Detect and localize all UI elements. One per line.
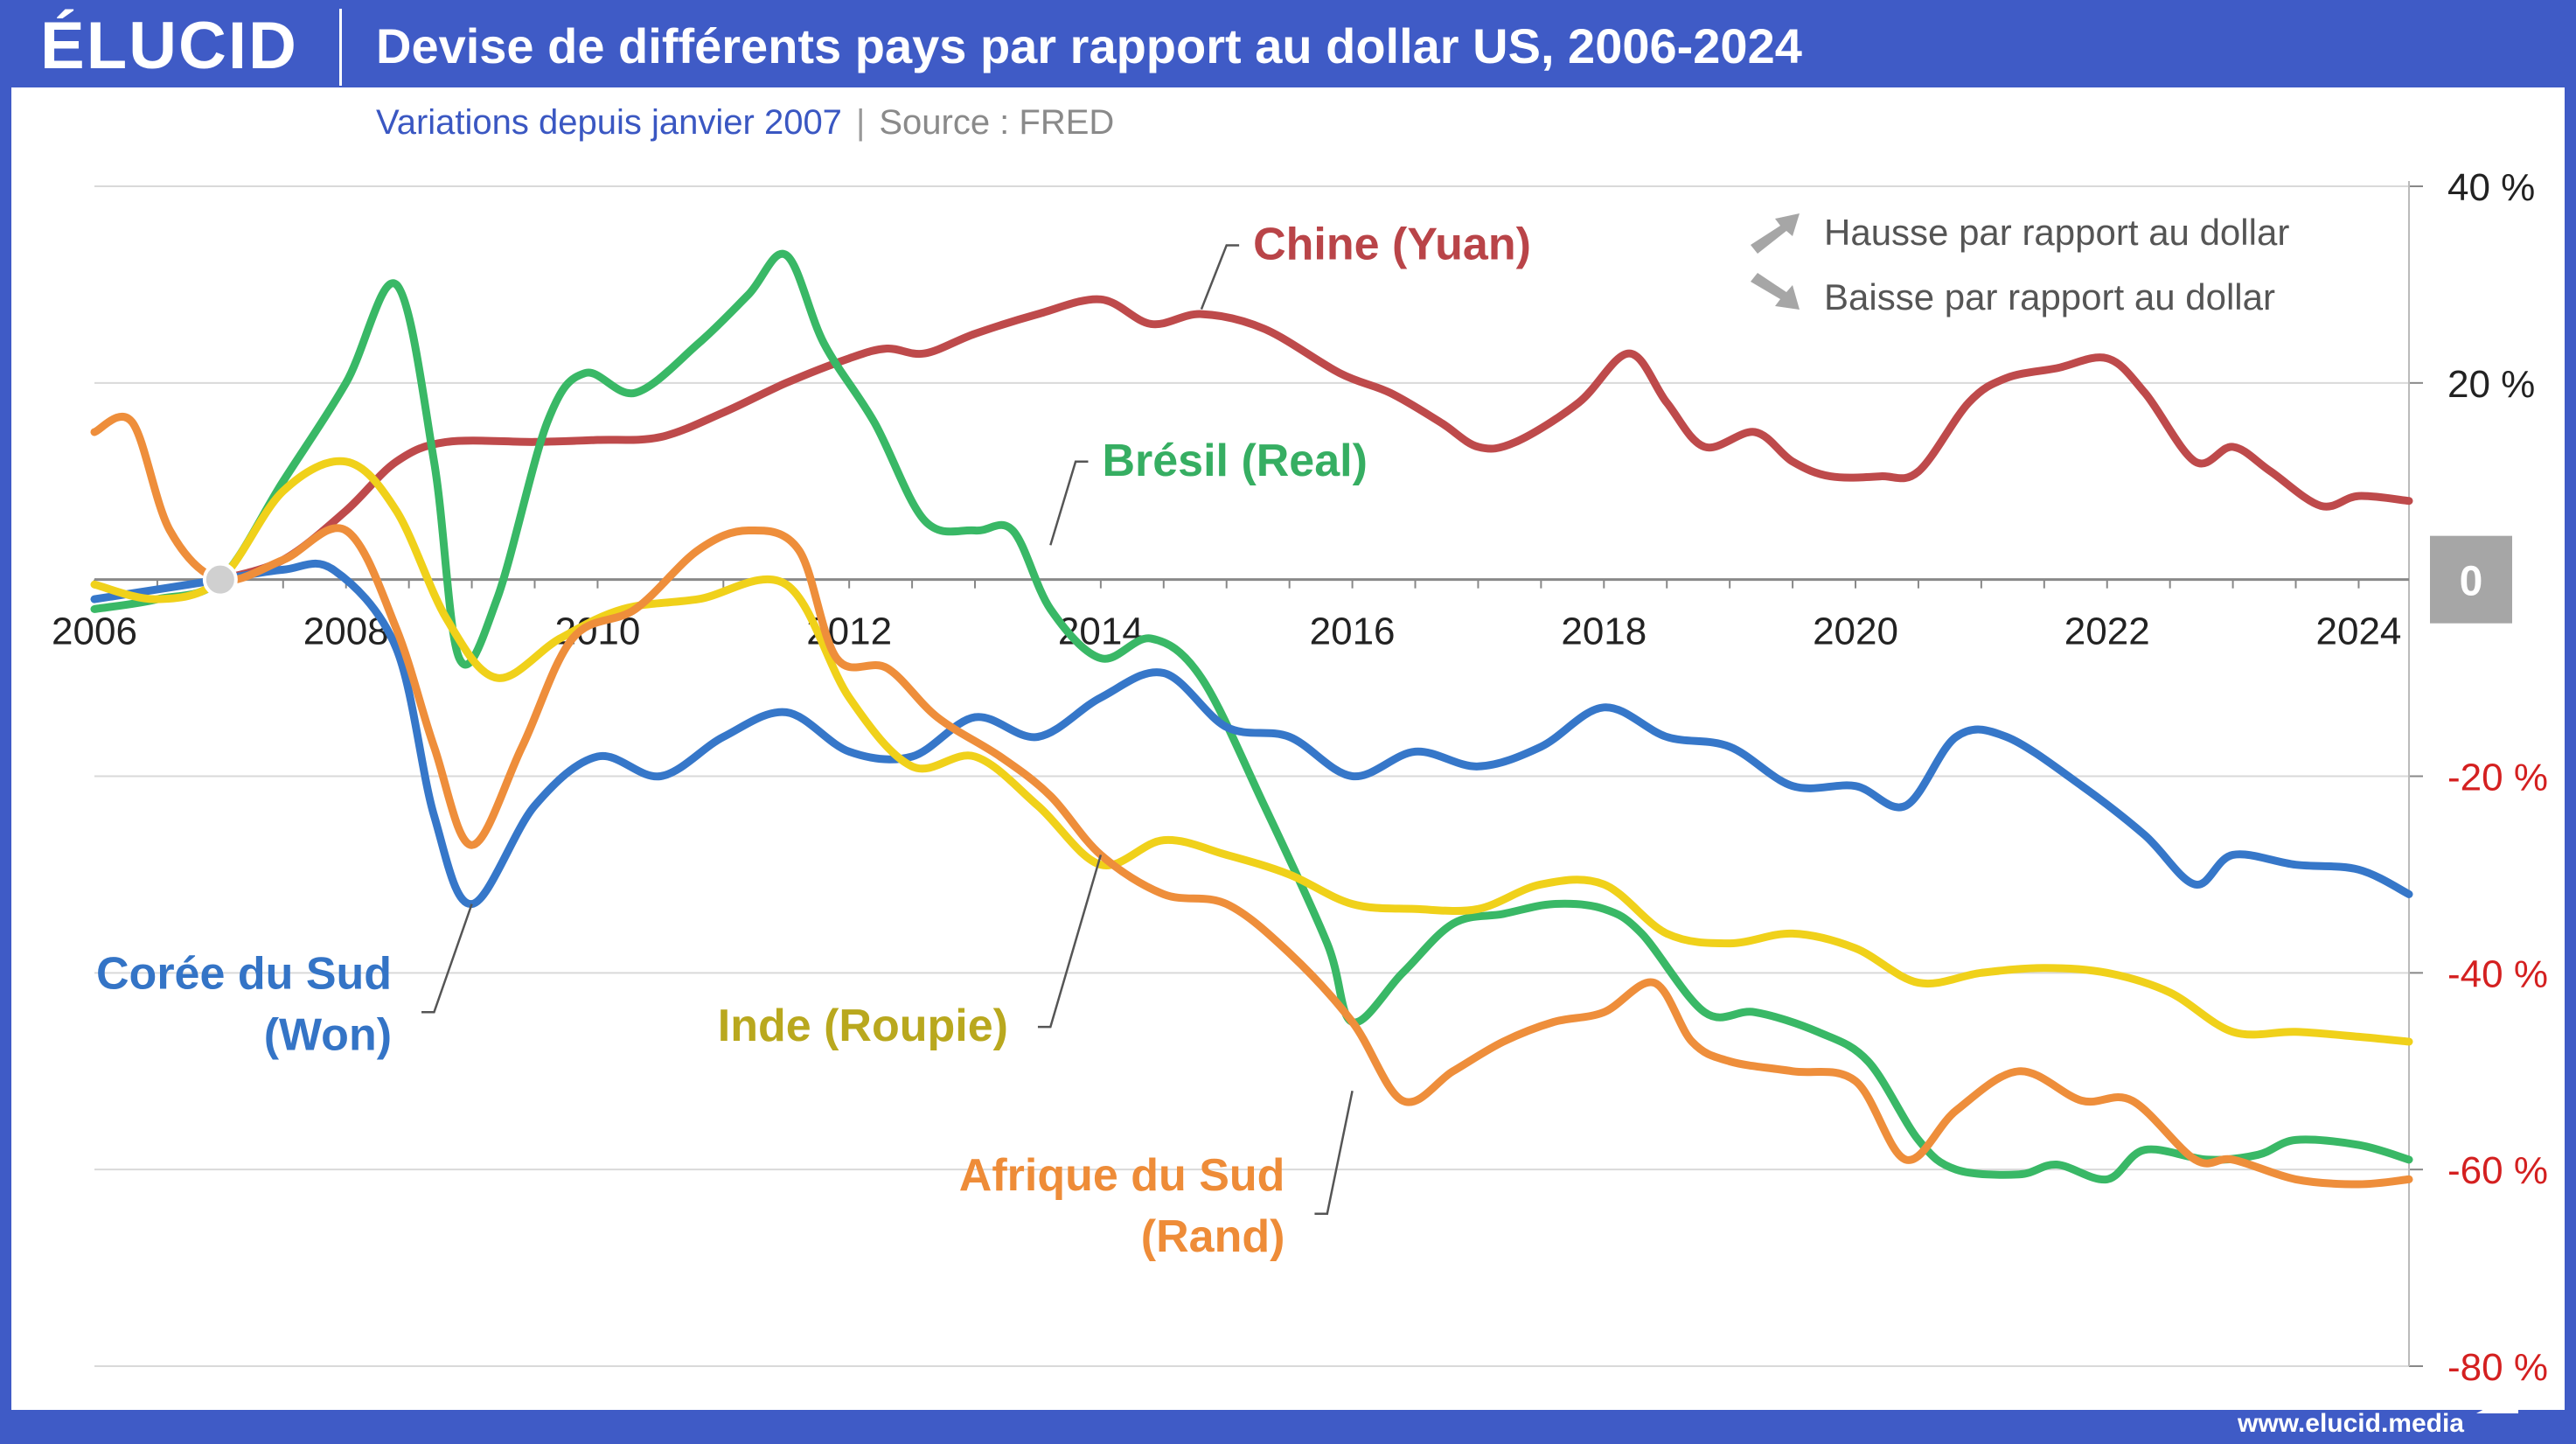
x-tick-label: 2006 [52,610,137,653]
zero-label-box [2430,535,2512,624]
chart-source: Source : FRED [879,103,1115,142]
legend-item-up: Hausse par rapport au dollar [1751,212,2289,254]
series-line-chine-yuan[interactable] [216,295,2413,584]
y-tick-label: -60 % [2447,1149,2548,1192]
series-label-afrique-du-sud-rand: (Rand) [1141,1211,1285,1262]
leader-line-chine-yuan [1200,244,1240,310]
leader-line-inde-roupie [1037,855,1103,1029]
x-tick-label: 2020 [1813,610,1898,653]
x-tick-label: 2008 [303,610,389,653]
series-label-chine-yuan: Chine (Yuan) [1253,219,1531,269]
footer-url[interactable]: www.elucid.media [2238,1409,2464,1438]
y-tick-label: -80 % [2447,1346,2548,1389]
series-label-inde-roupie: Inde (Roupie) [718,1001,1008,1051]
leader-line-afrique-du-sud-rand [1314,1090,1354,1216]
chart-subtitle: Variations depuis janvier 2007 [376,103,842,142]
chart-title: Devise de différents pays par rapport au… [376,18,1802,73]
chart-subtitle-line: Variations depuis janvier 2007 | Source : … [376,98,1114,147]
header-divider [339,9,342,86]
subtitle-separator: | [855,103,866,142]
leader-line-coree-du-sud-won [421,903,473,1014]
header-bar: ÉLUCID Devise de différents pays par rap… [0,0,2576,87]
arrow-down-right-icon [1751,273,1800,310]
series-layer [90,249,2413,1189]
series-line-inde-roupie[interactable] [90,457,2413,1046]
elucid-logo[interactable]: ÉLUCID [40,9,298,83]
y-tick-label: 20 % [2447,363,2535,406]
legend: Hausse par rapport au dollar Baisse par … [1751,212,2289,317]
series-label-layer: Chine (Yuan) Brésil (Real) Corée du Sud (Wo… [96,219,1531,1261]
legend-item-down: Baisse par rapport au dollar [1751,273,2275,317]
series-line-bresil-real[interactable] [90,249,2413,1184]
series-label-bresil-real: Brésil (Real) [1102,436,1367,486]
y-tick-label: -40 % [2447,952,2548,995]
y-tick-label: -20 % [2447,757,2548,799]
legend-down-label: Baisse par rapport au dollar [1824,276,2275,317]
series-line-afrique-du-sud-rand[interactable] [90,412,2413,1189]
base-point-marker [202,562,238,597]
x-tick-label: 2018 [1561,610,1647,653]
series-line-coree-du-sud-won[interactable] [90,559,2413,909]
y-tick-label: 40 % [2447,166,2535,209]
legend-up-label: Hausse par rapport au dollar [1824,212,2289,253]
elucid-mark-icon [2476,1391,2518,1413]
x-tick-label: 2016 [1310,610,1396,653]
x-tick-label: 2022 [2064,610,2150,653]
leader-line-bresil-real [1049,460,1089,546]
x-tick-label: 2024 [2316,610,2402,653]
series-label-afrique-du-sud-rand: Afrique du Sud [959,1150,1285,1201]
series-label-coree-du-sud-won: (Won) [264,1009,392,1060]
y-tick-label-zero: 0 [2460,559,2483,605]
arrow-up-right-icon [1751,213,1800,254]
series-label-coree-du-sud-won: Corée du Sud [96,948,392,999]
